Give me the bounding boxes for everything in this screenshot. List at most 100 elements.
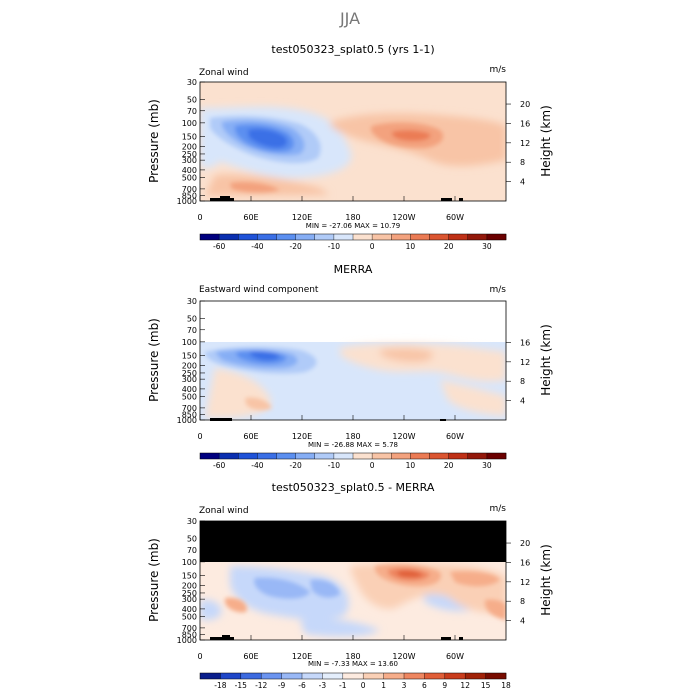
colorbar-swatch: [486, 453, 507, 459]
y-tick-label: 70: [187, 546, 197, 555]
y-tick-label: 200: [182, 361, 197, 370]
y-tick-label: 400: [182, 605, 197, 614]
colorbar-swatch: [276, 234, 296, 240]
colorbar-swatch: [257, 234, 277, 240]
stats-label: MIN = -7.33 MAX = 13.60: [308, 660, 398, 668]
y-tick-label: 850: [182, 191, 197, 200]
y-tick-label: 30: [187, 78, 197, 87]
height-tick-label: 12: [520, 578, 530, 587]
colorbar-label: 3: [402, 681, 407, 690]
x-tick-label: 60W: [446, 213, 464, 222]
height-axis: 20 16 12 8 4: [506, 100, 530, 187]
colorbar-swatch: [342, 673, 364, 679]
colorbar-swatch: [281, 673, 303, 679]
x-tick-label: 60E: [243, 652, 258, 661]
colorbar-swatch: [333, 234, 354, 240]
colorbar-swatch: [219, 234, 239, 240]
colorbar-swatch: [391, 234, 411, 240]
colorbar-label: 12: [460, 681, 470, 690]
x-tick-label: 180: [345, 432, 360, 441]
colorbar-swatch: [240, 673, 262, 679]
x-tick-label: 60E: [243, 432, 258, 441]
colorbar-swatch: [486, 234, 507, 240]
colorbar-label: -40: [251, 242, 263, 251]
x-axis: 0 60E 120E 180 120W 60W: [197, 635, 464, 661]
colorbar-swatch: [295, 453, 316, 459]
y-tick-label: 100: [182, 338, 197, 347]
y-tick-label: 150: [182, 352, 197, 361]
height-tick-label: 4: [520, 178, 525, 187]
y-tick-label: 50: [187, 95, 197, 104]
units-label: m/s: [490, 285, 507, 295]
height-axis-label: Height (km): [539, 105, 553, 176]
y-tick-label: 700: [182, 185, 197, 194]
x-tick-label: 120E: [292, 213, 312, 222]
panel-title: test050323_splat0.5 (yrs 1-1): [271, 43, 434, 56]
colorbar-label: -60: [213, 242, 225, 251]
topography: [210, 196, 463, 201]
y-axis-label: Pressure (mb): [147, 99, 161, 183]
field-label: Zonal wind: [199, 506, 249, 516]
colorbar-label: 20: [444, 461, 454, 470]
y-tick-label: 400: [182, 166, 197, 175]
colorbar-swatch: [372, 234, 392, 240]
colorbar-swatch: [424, 673, 446, 679]
height-tick-label: 16: [520, 338, 530, 347]
field-label: Zonal wind: [199, 68, 249, 78]
colorbar-swatch: [257, 453, 277, 459]
y-tick-label: 300: [182, 156, 197, 165]
colorbar-label: 6: [422, 681, 427, 690]
colorbar-swatch: [448, 453, 469, 459]
colorbar-label: -20: [290, 461, 302, 470]
x-tick-label: 60W: [446, 432, 464, 441]
heatmap-field: [200, 301, 506, 420]
y-axis-label: Pressure (mb): [147, 318, 161, 402]
colorbar-label: 10: [406, 242, 416, 251]
y-tick-label: 400: [182, 385, 197, 394]
y-tick-label: 30: [187, 297, 197, 306]
colorbar-swatch: [353, 234, 373, 240]
y-tick-label: 150: [182, 572, 197, 581]
x-tick-label: 120W: [392, 432, 415, 441]
y-tick-label: 250: [182, 369, 197, 378]
colorbar-swatch: [467, 234, 488, 240]
panel-title: test050323_splat0.5 - MERRA: [272, 481, 435, 494]
y-tick-label: 1000: [177, 416, 197, 425]
colorbar-swatch: [238, 453, 258, 459]
colorbar-label: -3: [319, 681, 327, 690]
colorbar-label: 0: [370, 461, 375, 470]
y-tick-label: 200: [182, 142, 197, 151]
colorbar: -18 -15 -12 -9 -6 -3 -1 0 1 3 6 9 12 15 18: [199, 672, 511, 690]
colorbar-swatch: [220, 673, 242, 679]
x-tick-label: 120W: [392, 652, 415, 661]
x-axis: 0 60E 120E 180 120W 60W: [197, 196, 464, 222]
height-tick-label: 20: [520, 100, 530, 109]
colorbar-label: 30: [482, 461, 492, 470]
colorbar-label: 9: [442, 681, 447, 690]
colorbar-swatch: [314, 234, 335, 240]
colorbar-label: -6: [298, 681, 306, 690]
colorbar-label: -9: [278, 681, 286, 690]
y-tick-label: 500: [182, 173, 197, 182]
height-tick-label: 8: [520, 597, 525, 606]
topography: [210, 635, 463, 640]
colorbar-label: 15: [481, 681, 491, 690]
y-tick-label: 200: [182, 581, 197, 590]
colorbar-label: -10: [328, 461, 340, 470]
colorbar-swatch: [363, 673, 384, 679]
colorbar-swatch: [465, 673, 486, 679]
colorbar-swatch: [200, 453, 220, 459]
height-tick-label: 16: [520, 119, 530, 128]
colorbar-swatch: [322, 673, 344, 679]
x-tick-label: 0: [197, 213, 202, 222]
units-label: m/s: [490, 65, 507, 75]
y-tick-label: 50: [187, 314, 197, 323]
colorbar-swatch: [238, 234, 258, 240]
colorbar-swatch: [276, 453, 296, 459]
x-tick-label: 60W: [446, 652, 464, 661]
colorbar-swatch: [200, 673, 221, 679]
height-axis-label: Height (km): [539, 544, 553, 615]
colorbar-swatch: [333, 453, 354, 459]
